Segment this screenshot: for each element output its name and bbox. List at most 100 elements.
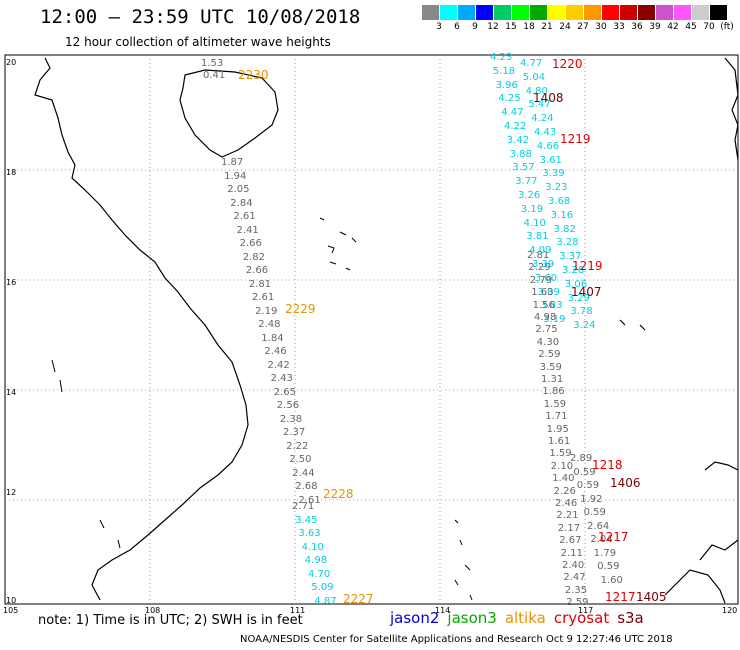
- lon-label: 120: [722, 606, 738, 615]
- swh-value: 3.83: [540, 300, 563, 312]
- swh-value: 3.57: [512, 162, 535, 174]
- swh-value: 3.81: [526, 231, 549, 243]
- swh-value: 3.23: [545, 182, 568, 194]
- lat-label: 16: [6, 278, 17, 287]
- color-swatch: [458, 5, 476, 20]
- chart-title: 12:00 – 23:59 UTC 10/08/2018: [40, 6, 361, 28]
- swh-value: 2.50: [289, 454, 312, 465]
- pass-time-label: 1219: [560, 132, 591, 146]
- swh-value: 4.98: [534, 312, 557, 323]
- swh-value: 2.68: [295, 481, 318, 492]
- swh-value: 1.95: [546, 423, 569, 435]
- coastline-philippines: [619, 57, 739, 604]
- color-swatch: [476, 5, 494, 20]
- swh-value: 2.19: [255, 305, 278, 317]
- swh-value: 4.10: [301, 541, 324, 553]
- swh-value: 2.65: [273, 386, 296, 398]
- swh-value: 3.63: [298, 528, 321, 539]
- swh-value: 1.87: [221, 157, 244, 168]
- lat-label: 12: [6, 488, 17, 497]
- swh-value: 2.84: [230, 197, 253, 209]
- color-swatch: [692, 5, 710, 20]
- pass-time-label: 1405: [636, 590, 667, 604]
- swh-value: 1.86: [542, 386, 565, 398]
- swh-value: 1.61: [548, 436, 571, 447]
- color-scale-label: 24: [559, 22, 571, 32]
- color-swatch: [602, 5, 620, 20]
- swh-value: 1.59: [543, 398, 567, 410]
- swh-value: 2.41: [236, 224, 259, 236]
- color-swatch: [512, 5, 530, 20]
- swh-value: 1.84: [261, 332, 284, 344]
- swh-value: 0.59: [597, 561, 620, 572]
- color-scale-label: 21: [541, 22, 553, 32]
- swh-value: 2.61: [233, 211, 256, 222]
- swh-value: 4.09: [529, 245, 552, 257]
- legend-s3a: s3a: [617, 609, 644, 627]
- swh-value: 1.31: [541, 374, 564, 385]
- color-scale-label: 18: [523, 22, 535, 32]
- swh-value: 4.66: [536, 140, 560, 152]
- lon-label: 114: [435, 606, 451, 615]
- swh-value: 4.43: [534, 127, 557, 138]
- pass-time-label: 2230: [238, 68, 269, 82]
- swh-value: 0.59: [576, 480, 600, 491]
- swh-value: 2.75: [535, 324, 558, 336]
- color-scale-label: 36: [631, 22, 643, 32]
- swh-value: 3.06: [564, 278, 588, 290]
- color-swatch: [422, 5, 440, 20]
- chart-subtitle: 12 hour collection of altimeter wave hei…: [65, 35, 331, 49]
- color-swatch: [656, 5, 674, 20]
- coastline-hainan: [179, 69, 279, 158]
- color-scale-label: 70: [703, 22, 715, 32]
- swh-value: 3.78: [570, 306, 593, 318]
- color-scale-label: (ft): [720, 22, 734, 32]
- swh-value: 4.98: [304, 555, 328, 566]
- swh-value: 2.82: [242, 251, 265, 263]
- pass-time-label: 2227: [343, 592, 374, 606]
- color-swatch: [710, 5, 728, 20]
- swh-value: 2.61: [298, 494, 321, 506]
- swh-value: 4.24: [531, 113, 554, 125]
- color-scale-label: 30: [595, 22, 607, 32]
- swh-value: 2.89: [570, 453, 593, 464]
- swh-value: 4.25: [498, 93, 521, 105]
- swh-value: 3.28: [562, 265, 585, 276]
- swh-value: 2.67: [559, 535, 582, 547]
- swh-value: 3.45: [295, 514, 318, 526]
- color-scale-label: 6: [454, 22, 460, 32]
- swh-value: 2.79: [529, 274, 553, 286]
- pass-time-label: 2229: [285, 302, 316, 316]
- color-scale-label: 39: [649, 22, 661, 32]
- swh-value: 2.47: [563, 572, 586, 584]
- pass-time-label: 1218: [592, 458, 623, 472]
- lat-label: 20: [6, 58, 17, 67]
- swh-value: 3.19: [520, 203, 544, 215]
- legend-jason3: jason3: [447, 609, 497, 627]
- swh-value: 5.04: [522, 71, 546, 83]
- color-swatch: [584, 5, 602, 20]
- swh-value: 3.37: [559, 251, 582, 263]
- swh-value: 1.53: [201, 58, 224, 69]
- swh-value: 2.71: [292, 501, 315, 512]
- color-scale-label: 42: [667, 22, 679, 32]
- swh-value: 2.35: [564, 584, 588, 596]
- swh-value: 3.29: [567, 292, 590, 304]
- swh-value: 2.10: [550, 460, 574, 472]
- swh-value: 3.82: [553, 223, 576, 235]
- lat-lon-grid: [5, 55, 738, 604]
- swh-value: 3.68: [548, 196, 571, 207]
- swh-value: 5.18: [492, 65, 516, 77]
- swh-value: 4.23: [490, 52, 513, 63]
- swh-value: 1.79: [593, 547, 617, 559]
- swh-value: 4.87: [314, 595, 337, 607]
- swh-value: 3.42: [506, 134, 530, 146]
- swh-value: 3.59: [539, 361, 562, 373]
- swh-value: 0.59: [573, 466, 596, 478]
- swh-value: 1.63: [531, 287, 554, 299]
- swh-value: 4.47: [501, 107, 524, 119]
- swh-value: 2.56: [276, 400, 300, 411]
- color-swatch: [566, 5, 584, 20]
- swh-value: 4.77: [520, 58, 543, 69]
- swh-value: 2.48: [258, 319, 281, 330]
